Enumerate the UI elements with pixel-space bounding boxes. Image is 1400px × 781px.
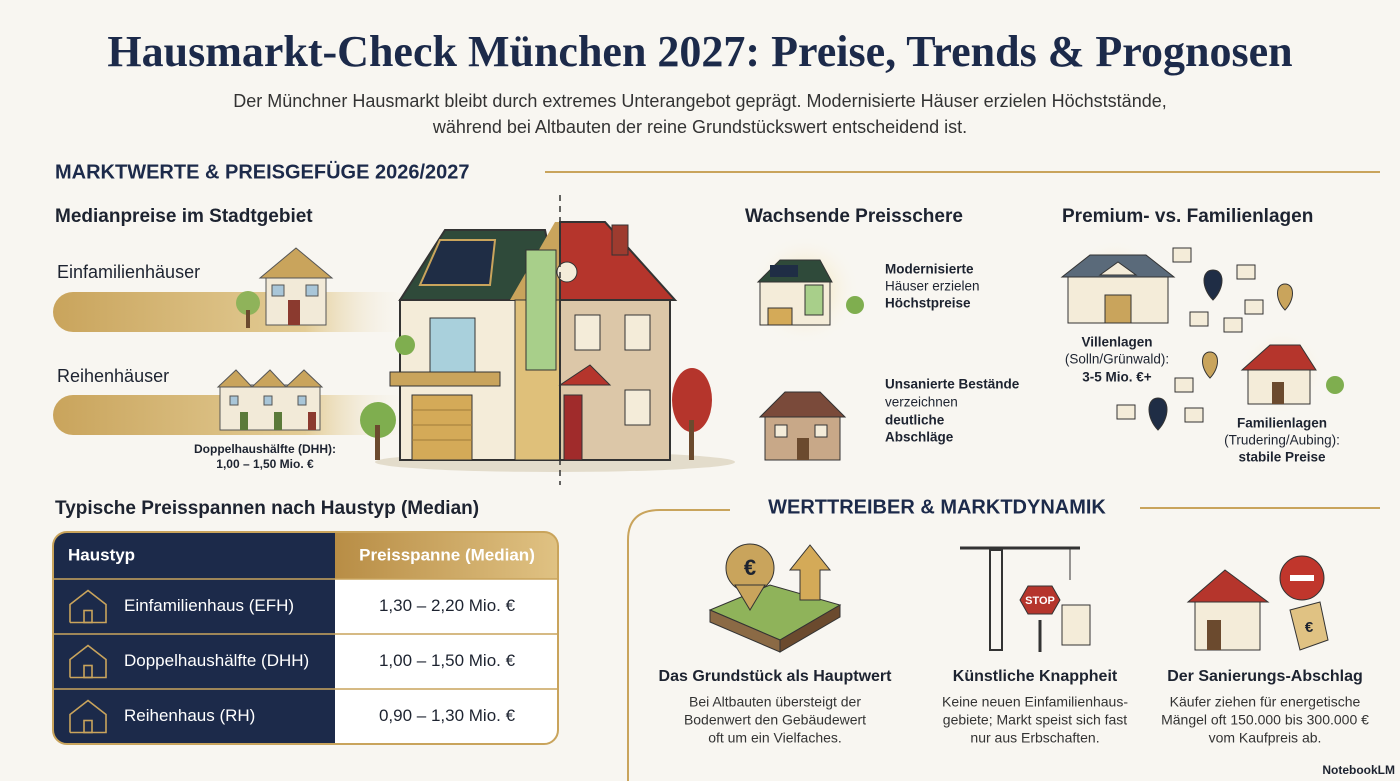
brand: NotebookLM bbox=[1322, 763, 1395, 777]
map-icons bbox=[1116, 247, 1293, 431]
icon-line bbox=[69, 589, 107, 624]
icon-label: € bbox=[744, 555, 756, 580]
column-header: Preisspanne (Median) bbox=[359, 545, 535, 564]
icon-line bbox=[83, 664, 93, 679]
driver-text: nur aus Erbschaften. bbox=[970, 730, 1099, 746]
text: Familienlagen bbox=[1237, 416, 1327, 431]
old-house-icon bbox=[758, 391, 847, 461]
text: Modernisierte bbox=[885, 262, 974, 277]
note: 1,00 – 1,50 Mio. € bbox=[216, 457, 314, 471]
driver-text: Keine neuen Einfamilienhaus- bbox=[942, 694, 1128, 710]
text: Abschläge bbox=[885, 430, 954, 445]
cell: 1,30 – 2,20 Mio. € bbox=[379, 596, 516, 615]
driver-text: Käufer ziehen für energetische bbox=[1170, 694, 1361, 710]
label: Reihenhäuser bbox=[57, 366, 169, 386]
heading: Typische Preisspannen nach Haustyp (Medi… bbox=[55, 498, 479, 519]
driver-text: Bodenwert den Gebäudewert bbox=[684, 712, 866, 728]
driver-text: vom Kaufpreis ab. bbox=[1209, 730, 1322, 746]
column-header: Haustyp bbox=[68, 545, 135, 564]
title: Hausmarkt-Check München 2027: Preise, Tr… bbox=[107, 27, 1292, 76]
driver-title: Das Grundstück als Hauptwert bbox=[659, 668, 893, 685]
panel-border bbox=[627, 509, 730, 781]
driver-text: Mängel oft 150.000 bis 300.000 € bbox=[1161, 712, 1369, 728]
row-icon bbox=[69, 699, 107, 734]
text: Unsanierte Bestände bbox=[885, 377, 1020, 392]
icon-line bbox=[69, 644, 107, 679]
heading: Medianpreise im Stadtgebiet bbox=[55, 206, 313, 227]
text: Höchstpreise bbox=[885, 296, 971, 311]
icon-label: STOP bbox=[1025, 595, 1055, 607]
heading: Premium- vs. Familienlagen bbox=[1062, 206, 1313, 227]
icon-line bbox=[83, 609, 93, 624]
driver-title: Künstliche Knappheit bbox=[953, 668, 1118, 685]
modern-house-icon bbox=[756, 259, 864, 326]
price-table: Haustyp Preisspanne (Median) Einfamilien… bbox=[52, 531, 559, 745]
note: Doppelhaushälfte (DHH): bbox=[194, 442, 336, 456]
text: deutliche bbox=[885, 413, 945, 428]
section-heading: MARKTWERTE & PREISGEFÜGE 2026/2027 bbox=[55, 160, 470, 183]
cell: 1,00 – 1,50 Mio. € bbox=[379, 651, 516, 670]
text: Villenlagen bbox=[1081, 335, 1152, 350]
driver-text: Bei Altbauten übersteigt der bbox=[689, 694, 861, 710]
subtitle: während bei Altbauten der reine Grundstü… bbox=[432, 117, 967, 137]
cell: Reihenhaus (RH) bbox=[124, 706, 255, 725]
icon-line bbox=[69, 699, 107, 734]
villa-icon bbox=[1060, 240, 1176, 330]
subtitle: Der Münchner Hausmarkt bleibt durch extr… bbox=[233, 91, 1166, 111]
gold-bar bbox=[53, 292, 413, 332]
icon-label: € bbox=[1305, 619, 1314, 636]
drivers: Das Grundstück als Hauptwert Bei Altbaute… bbox=[659, 543, 1369, 746]
label: Einfamilienhäuser bbox=[57, 262, 200, 282]
row-icon bbox=[69, 644, 107, 679]
text: Häuser erzielen bbox=[885, 279, 980, 294]
family-house-icon bbox=[1240, 330, 1344, 414]
text: verzeichnen bbox=[885, 395, 958, 410]
house-icon bbox=[236, 247, 334, 328]
rowhouse-icon bbox=[216, 369, 324, 431]
driver-text: gebiete; Markt speist sich fast bbox=[943, 712, 1128, 728]
driver-title: Der Sanierungs-Abschlag bbox=[1167, 668, 1363, 685]
cell: 0,90 – 1,30 Mio. € bbox=[379, 706, 516, 725]
text: stabile Preise bbox=[1238, 450, 1326, 465]
text: 3-5 Mio. €+ bbox=[1082, 370, 1152, 385]
row-icon bbox=[69, 589, 107, 624]
main-house bbox=[360, 195, 735, 485]
driver-text: oft um ein Vielfaches. bbox=[708, 730, 842, 746]
text: (Trudering/Aubing): bbox=[1224, 433, 1340, 448]
heading: Wachsende Preisschere bbox=[745, 206, 963, 227]
icon-line bbox=[83, 719, 93, 734]
text: (Solln/Grünwald): bbox=[1065, 352, 1169, 367]
cell: Einfamilienhaus (EFH) bbox=[124, 596, 294, 615]
cell: Doppelhaushälfte (DHH) bbox=[124, 651, 309, 670]
section-heading: WERTTREIBER & MARKTDYNAMIK bbox=[768, 496, 1106, 518]
